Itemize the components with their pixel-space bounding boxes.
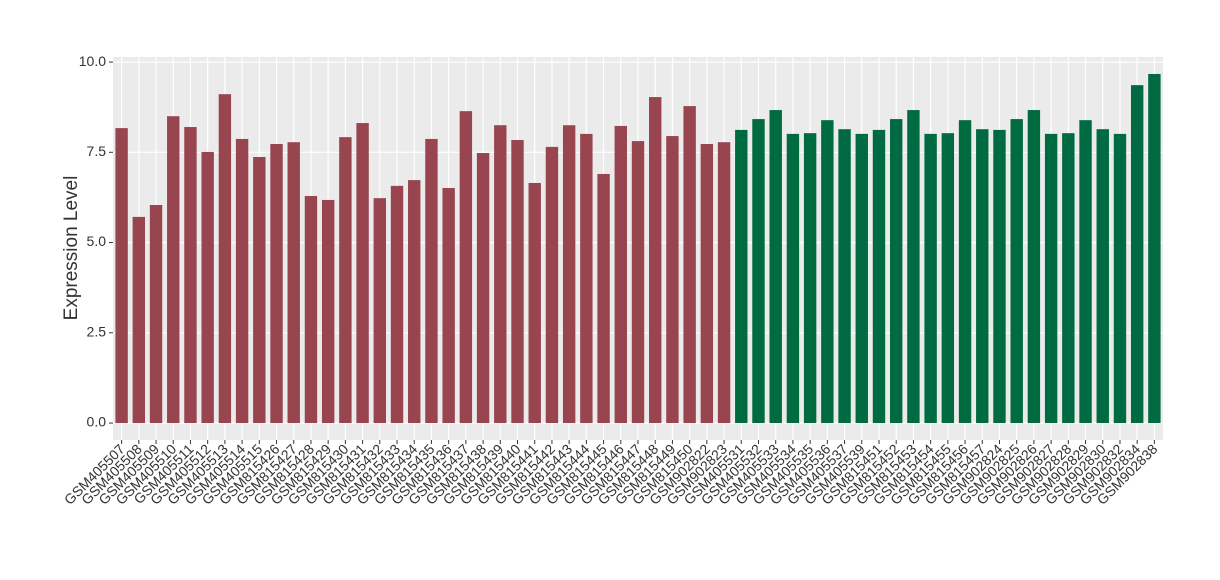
bar <box>717 142 731 424</box>
bar <box>408 180 421 424</box>
bar <box>700 143 714 424</box>
y-tick-label: 10.0 <box>79 53 106 69</box>
bar <box>149 205 163 424</box>
bar <box>494 125 507 424</box>
y-axis-title: Expression Level <box>61 176 82 321</box>
bar <box>752 119 765 424</box>
bar <box>476 153 490 424</box>
bar <box>235 138 249 424</box>
bar <box>304 195 318 424</box>
bar <box>442 188 455 424</box>
bar <box>1044 133 1058 424</box>
bar <box>1113 133 1127 424</box>
bar <box>1148 73 1161 424</box>
bar <box>1096 129 1109 424</box>
bar <box>184 127 197 424</box>
bar <box>631 141 645 424</box>
bar <box>976 129 989 424</box>
bar <box>855 133 868 424</box>
bar <box>614 125 627 424</box>
bar <box>649 97 662 424</box>
bar <box>115 128 128 424</box>
bar <box>924 133 937 424</box>
bar <box>132 216 146 424</box>
bar <box>803 133 817 424</box>
bar <box>321 199 335 424</box>
y-tick-label: 5.0 <box>87 233 107 249</box>
bar <box>562 125 576 424</box>
bar <box>390 185 404 424</box>
bar <box>253 156 266 424</box>
bar <box>1027 110 1041 424</box>
bar <box>993 129 1006 424</box>
bar <box>528 182 541 424</box>
bar <box>167 116 180 424</box>
bar <box>287 142 300 424</box>
bar <box>735 129 748 424</box>
bar <box>907 110 920 424</box>
bar <box>356 123 369 424</box>
bar <box>545 146 559 424</box>
y-tick-label: 2.5 <box>87 323 107 339</box>
bar <box>580 133 593 424</box>
bar <box>373 198 386 424</box>
bar <box>683 106 696 424</box>
bar <box>339 137 352 424</box>
bar <box>1010 119 1023 424</box>
bar <box>270 143 283 424</box>
bar <box>201 151 214 424</box>
bar <box>459 111 473 424</box>
bar <box>890 119 903 424</box>
bar <box>838 129 851 424</box>
bar <box>872 129 886 424</box>
bar <box>821 120 834 424</box>
bar <box>597 173 610 424</box>
bar <box>511 140 524 424</box>
y-tick-label: 0.0 <box>87 414 107 430</box>
bar <box>769 110 782 424</box>
bar <box>786 133 800 424</box>
bar <box>1130 85 1144 424</box>
bar <box>941 133 955 424</box>
y-tick-label: 7.5 <box>87 143 107 159</box>
bar <box>666 136 679 424</box>
bar <box>1079 120 1092 424</box>
bar <box>425 138 438 424</box>
bar <box>1062 133 1075 424</box>
bar <box>958 120 972 424</box>
bar <box>218 94 232 424</box>
